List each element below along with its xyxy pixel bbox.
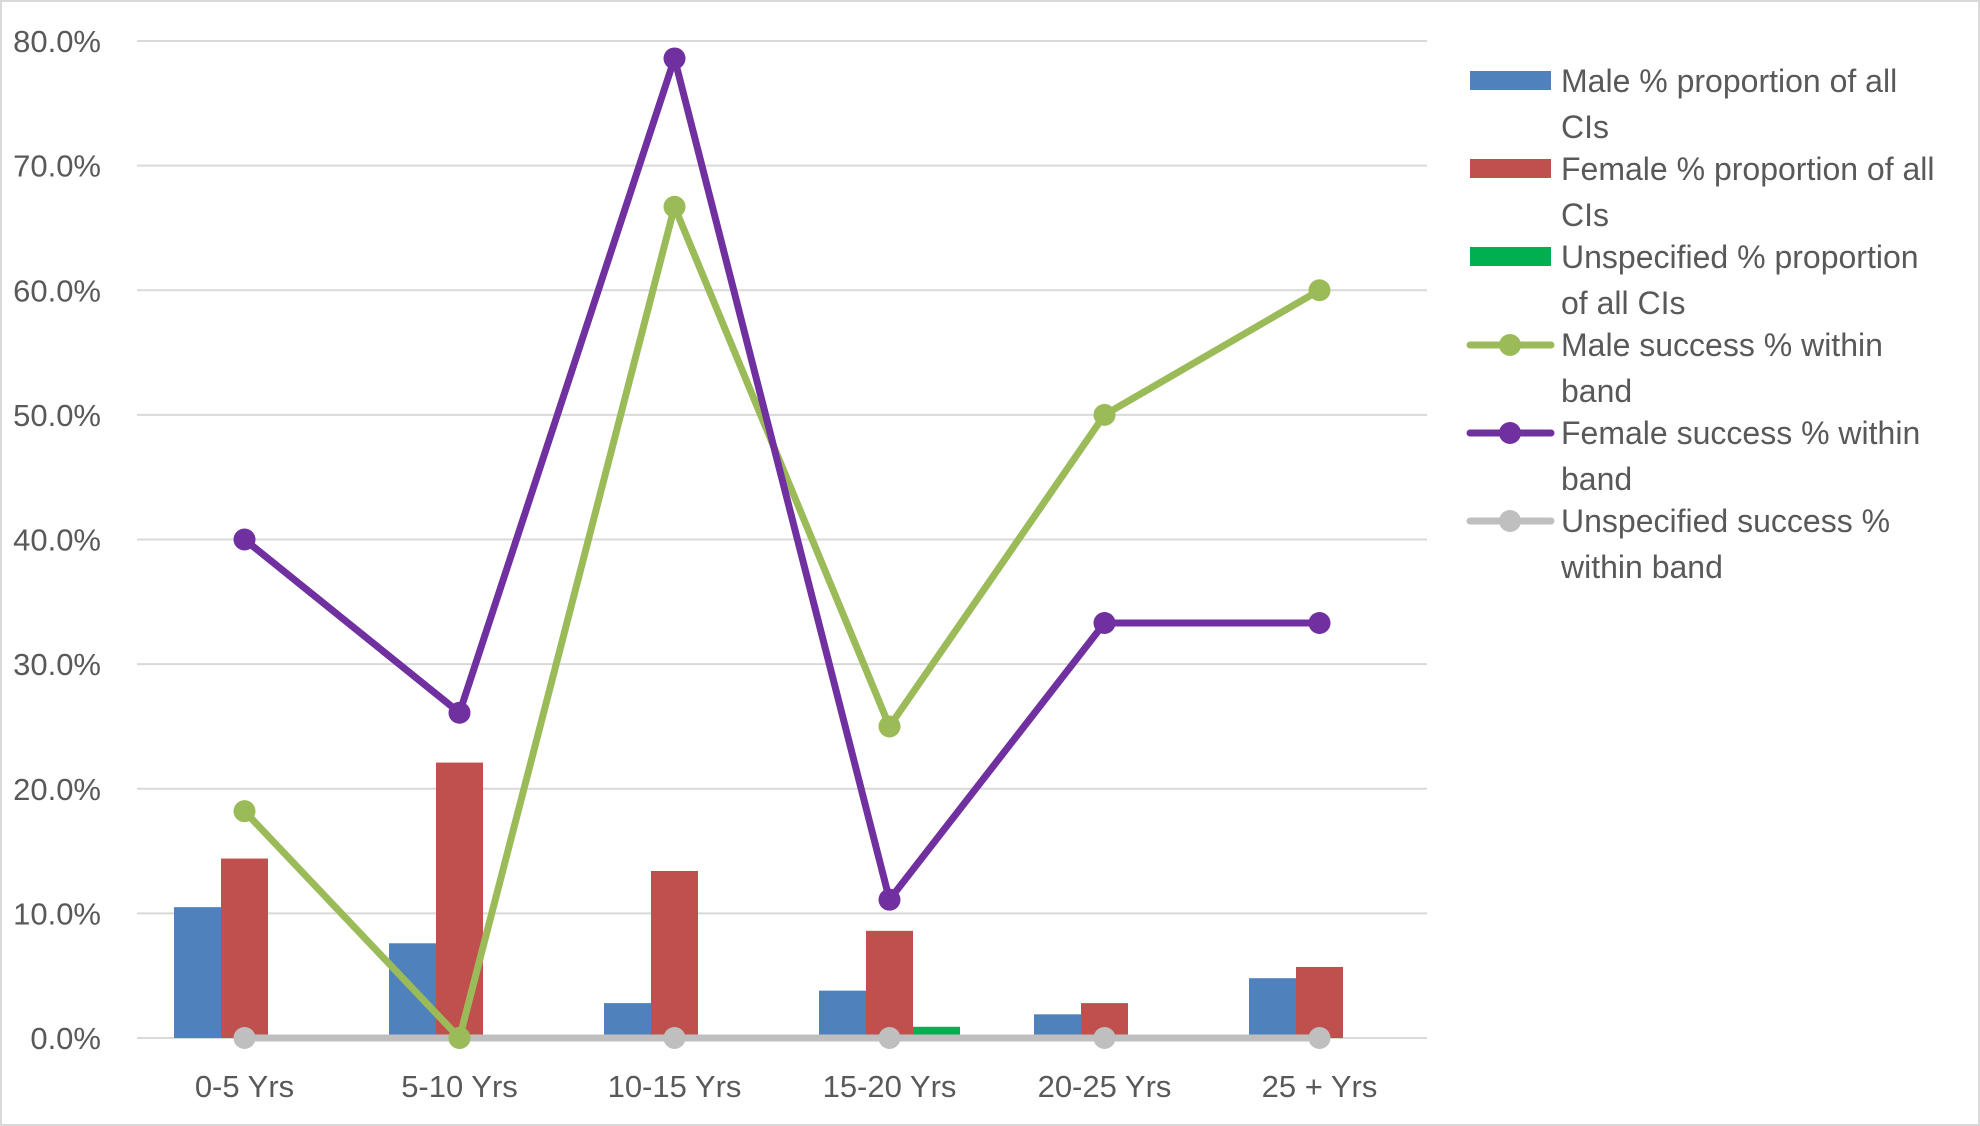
series-point xyxy=(1093,403,1116,426)
y-tick-label: 60.0% xyxy=(13,273,101,308)
series-line xyxy=(241,54,1323,904)
legend-label: Unspecified % proportion of all CIs xyxy=(1561,239,1919,321)
y-tick-label: 0.0% xyxy=(30,1021,101,1056)
series-point xyxy=(233,1027,256,1049)
series-point xyxy=(448,701,471,724)
legend-label-line: within band xyxy=(1560,549,1723,585)
series-point xyxy=(1308,279,1331,302)
series-point xyxy=(1308,1027,1331,1049)
series-point xyxy=(1093,1027,1116,1049)
gridlines xyxy=(137,40,1427,1039)
bar xyxy=(819,990,866,1038)
bar xyxy=(174,907,221,1038)
bars xyxy=(174,762,1343,1038)
legend-label-line: Unspecified success % xyxy=(1561,503,1890,539)
legend-label-line: Male success % within xyxy=(1561,327,1883,363)
series-point xyxy=(233,528,256,551)
bar xyxy=(1249,978,1296,1038)
bar xyxy=(651,871,698,1038)
series-point xyxy=(878,888,901,911)
bar xyxy=(436,762,483,1038)
bar xyxy=(913,1026,960,1038)
legend-swatch-marker xyxy=(1499,510,1521,532)
series-point xyxy=(663,1027,686,1049)
legend-swatch xyxy=(1470,159,1551,178)
legend-label-line: Unspecified % proportion xyxy=(1561,239,1919,275)
y-tick-label: 40.0% xyxy=(13,523,101,558)
x-tick-label: 10-15 Yrs xyxy=(608,1069,742,1104)
bar xyxy=(1296,966,1343,1038)
legend-label-line: band xyxy=(1561,373,1632,409)
legend-label: Female success % within band xyxy=(1561,415,1920,497)
legend-label-line: Male % proportion of all xyxy=(1561,63,1897,99)
legend-label: Male % proportion of all CIs xyxy=(1561,63,1897,145)
legend-swatch xyxy=(1470,247,1551,266)
legend-swatch xyxy=(1470,71,1551,90)
series-point xyxy=(878,715,901,738)
y-tick-label: 30.0% xyxy=(13,647,101,682)
x-tick-label: 20-25 Yrs xyxy=(1038,1069,1172,1104)
series-point xyxy=(878,1027,901,1049)
legend-label-line: band xyxy=(1561,461,1632,497)
x-tick-label: 0-5 Yrs xyxy=(195,1069,294,1104)
legend-swatch-marker xyxy=(1499,334,1521,356)
legend-label: Unspecified success % within band xyxy=(1560,503,1890,585)
lines xyxy=(233,47,1331,1049)
y-axis-ticks: 0.0% 10.0% 20.0% 30.0% 40.0% 50.0% 60.0% 70.0% 8… xyxy=(13,24,101,1056)
legend-label-line: CIs xyxy=(1561,197,1609,233)
x-tick-label: 15-20 Yrs xyxy=(823,1069,957,1104)
legend-label-line: of all CIs xyxy=(1561,285,1685,321)
x-axis-ticks: 0-5 Yrs 5-10 Yrs 10-15 Yrs 15-20 Yrs 20-25 Y… xyxy=(195,1069,1378,1104)
series-point xyxy=(663,47,686,70)
y-tick-label: 10.0% xyxy=(13,896,101,931)
legend-label: Male success % within band xyxy=(1561,327,1883,409)
series-point xyxy=(663,195,686,218)
bar xyxy=(221,858,268,1038)
y-tick-label: 20.0% xyxy=(13,772,101,807)
y-tick-label: 50.0% xyxy=(13,398,101,433)
bar xyxy=(604,1003,651,1038)
y-tick-label: 70.0% xyxy=(13,149,101,184)
bar xyxy=(1034,1014,1081,1038)
legend-label-line: CIs xyxy=(1561,109,1609,145)
y-tick-label: 80.0% xyxy=(13,24,101,59)
legend-label: Female % proportion of all CIs xyxy=(1561,151,1935,233)
x-tick-label: 5-10 Yrs xyxy=(401,1069,518,1104)
x-tick-label: 25 + Yrs xyxy=(1262,1069,1378,1104)
legend-label-line: Female success % within xyxy=(1561,415,1920,451)
bar xyxy=(866,930,913,1038)
legend-swatch-marker xyxy=(1499,422,1521,444)
series-point xyxy=(1308,611,1331,634)
series-point xyxy=(448,1027,471,1049)
series-point xyxy=(1093,611,1116,634)
legend-label-line: Female % proportion of all xyxy=(1561,151,1935,187)
series-point xyxy=(233,800,256,823)
